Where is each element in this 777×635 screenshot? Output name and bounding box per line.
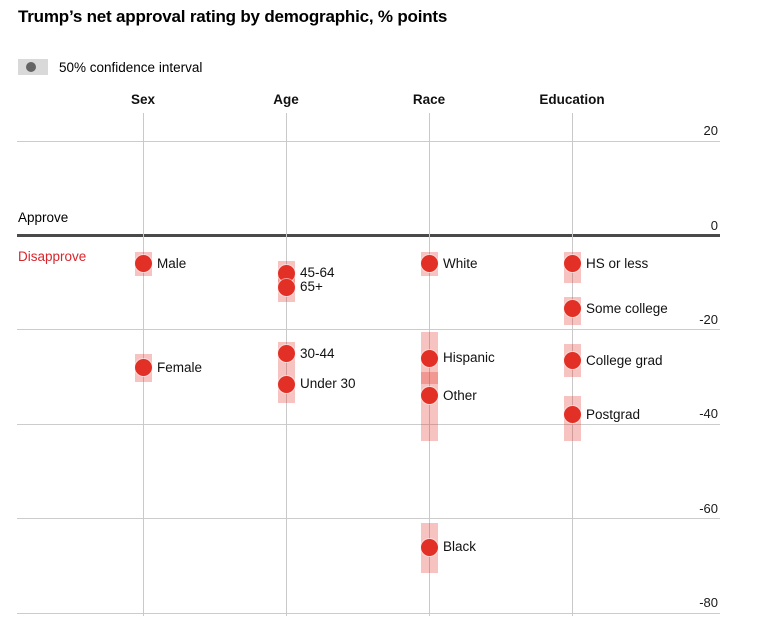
data-point-label: 45-64 <box>300 265 335 281</box>
data-point <box>277 375 295 393</box>
data-point <box>277 278 295 296</box>
y-tick-label: -80 <box>699 595 718 611</box>
data-point <box>420 255 438 273</box>
y-tick-label: -40 <box>699 406 718 422</box>
confidence-band <box>420 372 438 441</box>
data-point-label: Some college <box>586 300 668 316</box>
column-header-education: Education <box>539 92 605 107</box>
gridline-20 <box>17 140 720 142</box>
legend-dot-icon <box>26 62 36 72</box>
data-point <box>134 359 152 377</box>
column-header-sex: Sex <box>130 92 156 107</box>
data-point-label: Under 30 <box>300 376 356 392</box>
data-point-label: Other <box>443 387 477 403</box>
chart-title: Trump’s net approval rating by demograph… <box>18 7 448 26</box>
data-point <box>563 300 581 318</box>
gridline--80 <box>17 612 720 614</box>
data-point-label: HS or less <box>586 255 649 271</box>
data-point-label: Black <box>443 539 477 555</box>
data-point <box>563 406 581 424</box>
data-point <box>563 255 581 273</box>
data-point <box>563 352 581 370</box>
approve-label: Approve <box>18 210 69 225</box>
y-tick-label: -20 <box>699 311 718 327</box>
gridline--60 <box>17 518 720 520</box>
legend-label: 50% confidence interval <box>59 60 203 75</box>
disapprove-label: Disapprove <box>18 249 87 264</box>
category-gridline <box>285 113 287 616</box>
data-point-label: Postgrad <box>586 406 641 422</box>
data-point-label: Male <box>157 255 187 271</box>
data-point <box>420 387 438 405</box>
data-point-label: College grad <box>586 352 663 368</box>
data-point-label: White <box>443 255 478 271</box>
data-point <box>134 255 152 273</box>
data-point-label: Hispanic <box>443 350 495 366</box>
data-point <box>420 538 438 556</box>
zero-axis-line <box>17 234 720 237</box>
data-point <box>420 349 438 367</box>
y-tick-label: 20 <box>703 123 718 139</box>
y-tick-label: -60 <box>699 500 718 516</box>
data-point-label: 30-44 <box>300 345 335 361</box>
data-point-label: 65+ <box>300 279 323 295</box>
column-header-race: Race <box>412 92 446 107</box>
gridline--20 <box>17 329 720 331</box>
data-point <box>277 264 295 282</box>
column-header-age: Age <box>273 92 299 107</box>
data-point <box>277 345 295 362</box>
y-tick-label: 0 <box>710 217 718 233</box>
gridline--40 <box>17 423 720 425</box>
data-point-label: Female <box>157 359 203 375</box>
